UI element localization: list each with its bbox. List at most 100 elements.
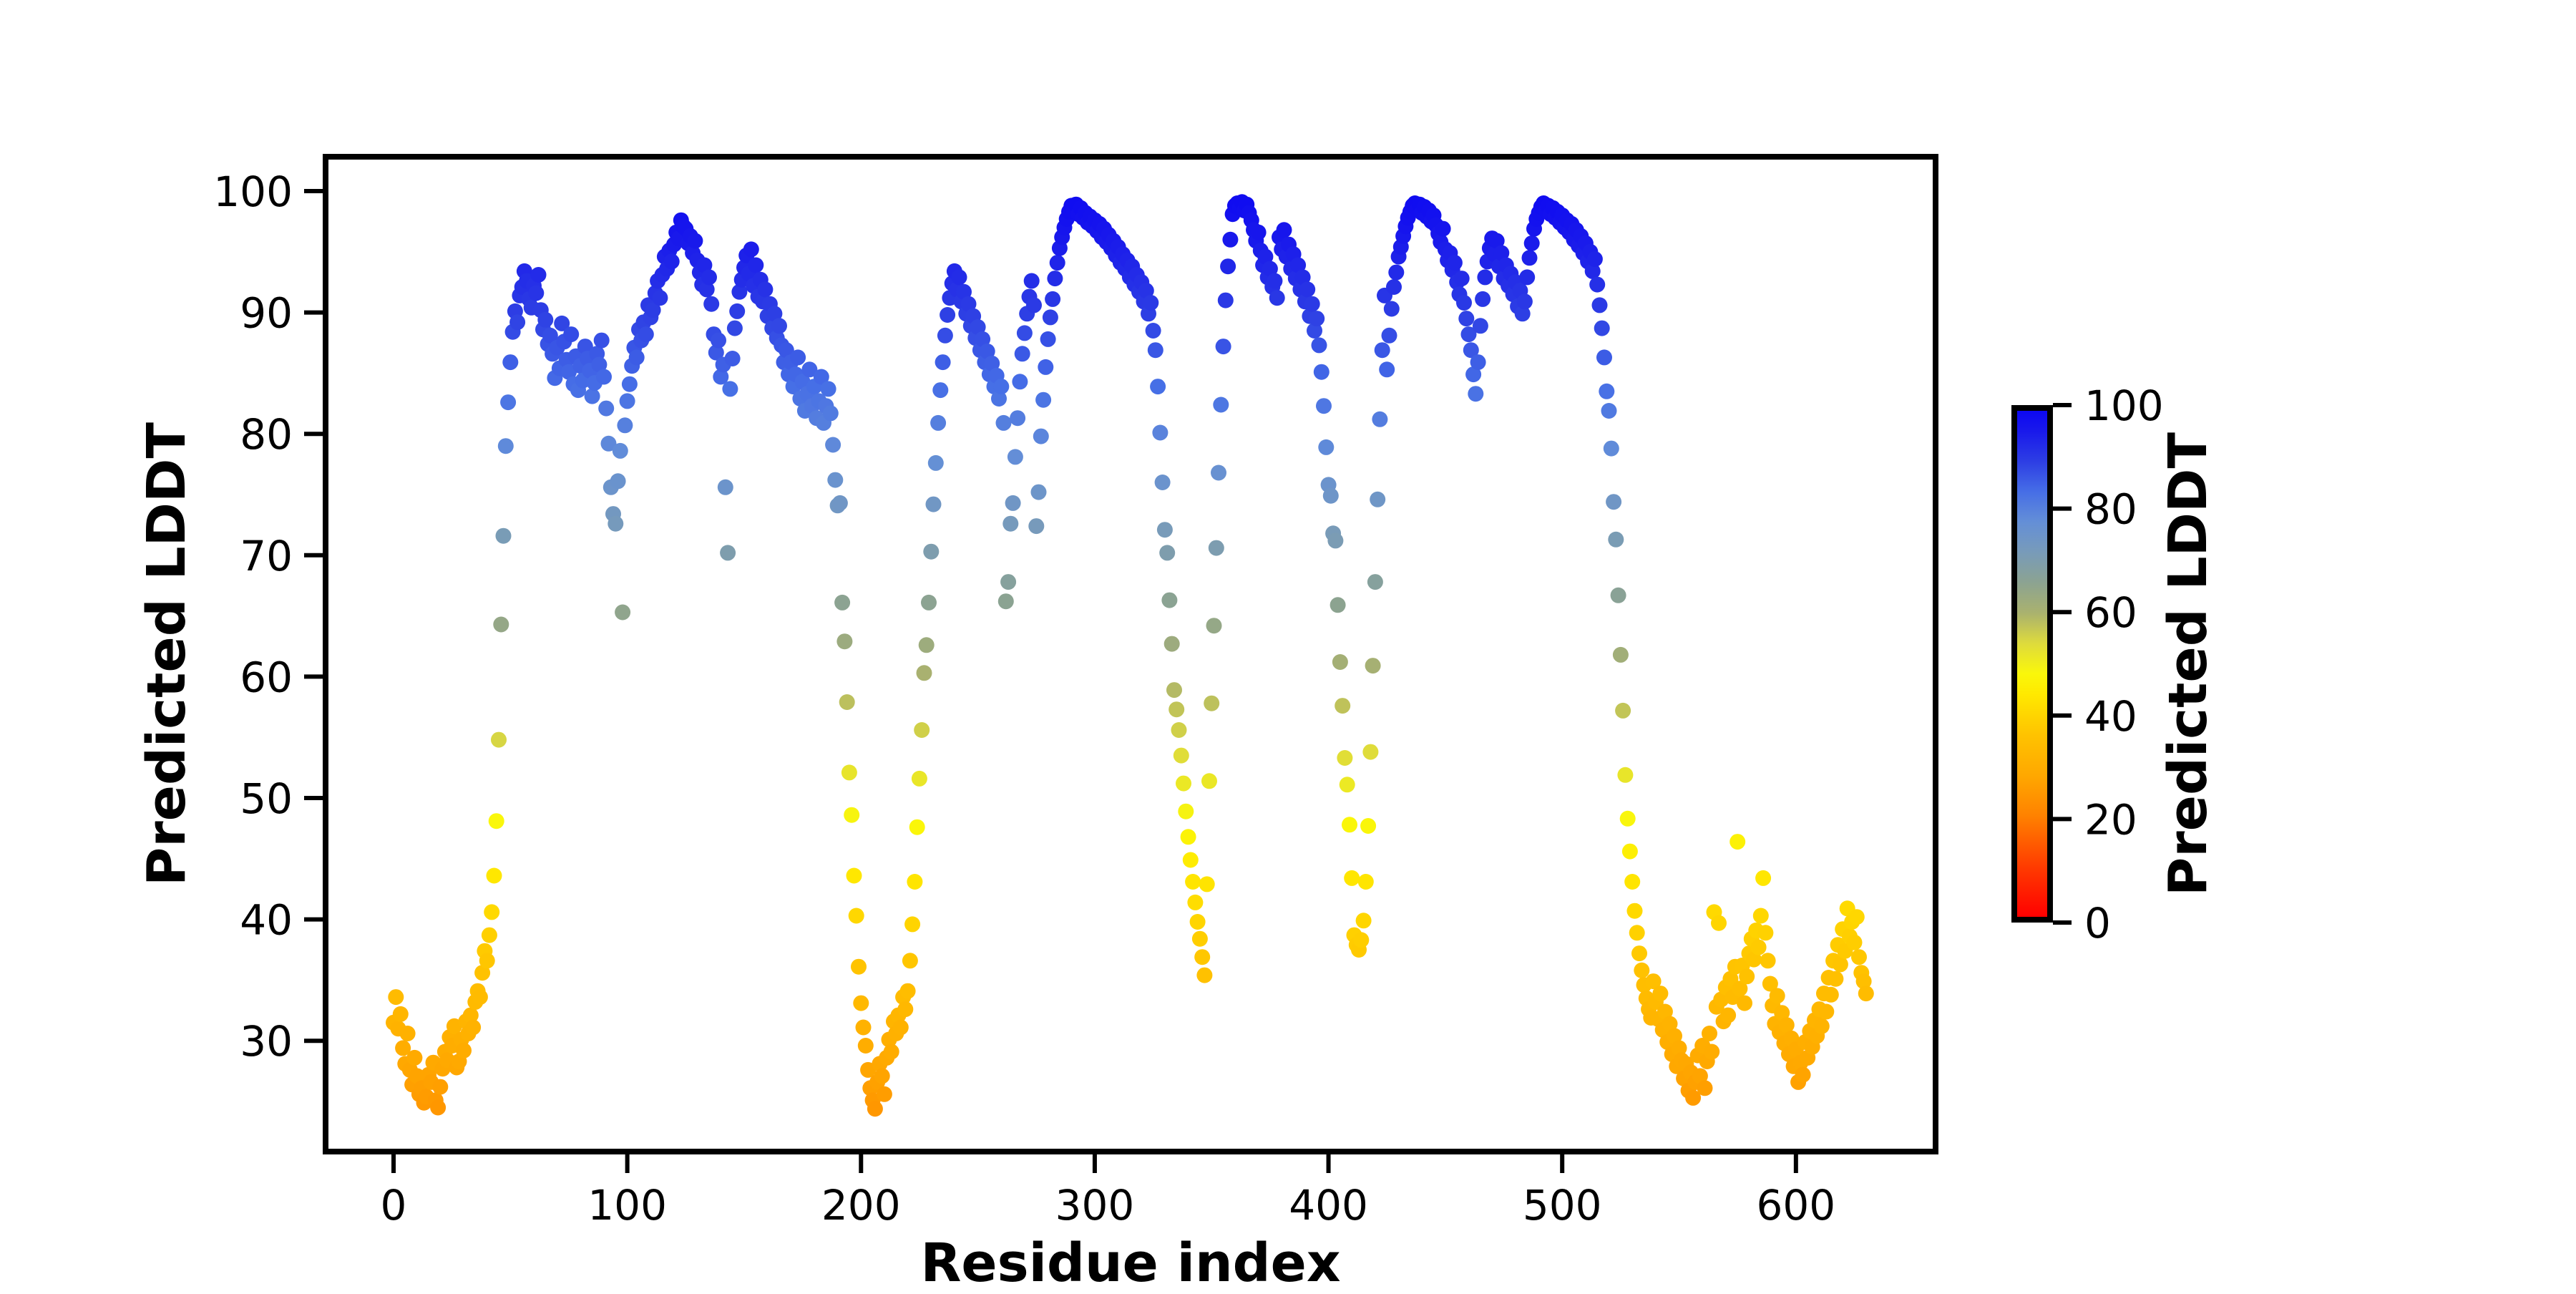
scatter-point xyxy=(902,953,918,969)
scatter-point xyxy=(713,369,729,385)
scatter-point xyxy=(554,315,570,331)
scatter-point xyxy=(1147,342,1163,359)
scatter-point xyxy=(839,694,855,710)
x-tick-label: 600 xyxy=(1756,1181,1835,1230)
scatter-point xyxy=(628,349,645,366)
scatter-point xyxy=(1752,908,1769,924)
scatter-point xyxy=(456,1042,472,1059)
scatter-point xyxy=(1156,522,1173,538)
scatter-point xyxy=(584,388,600,404)
y-tick-label: 60 xyxy=(240,653,293,701)
scatter-point xyxy=(1458,311,1475,327)
scatter-point xyxy=(1463,342,1479,359)
scatter-point xyxy=(1355,913,1372,929)
scatter-point xyxy=(1311,337,1327,354)
scatter-point xyxy=(1732,981,1748,997)
scatter-point xyxy=(1388,264,1405,281)
scatter-point xyxy=(1599,383,1615,399)
scatter-point xyxy=(1005,495,1021,511)
scatter-point xyxy=(1823,986,1839,1003)
scatter-point xyxy=(479,953,495,969)
scatter-point xyxy=(940,307,956,323)
scatter-point xyxy=(1603,440,1619,457)
scatter-point xyxy=(1220,258,1236,275)
scatter-point xyxy=(724,351,741,366)
scatter-point xyxy=(984,355,1000,371)
scatter-point xyxy=(488,813,504,830)
scatter-point xyxy=(1007,449,1023,465)
scatter-point xyxy=(846,867,862,884)
scatter-point xyxy=(1769,988,1785,1004)
scatter-point xyxy=(921,594,937,610)
scatter-point xyxy=(617,417,633,434)
scatter-point xyxy=(638,326,654,343)
scatter-point xyxy=(997,593,1014,610)
scatter-point xyxy=(907,874,923,890)
scatter-point xyxy=(1313,364,1330,380)
scatter-point xyxy=(598,400,615,417)
x-tick-label: 400 xyxy=(1289,1181,1368,1230)
scatter-point xyxy=(432,1079,449,1095)
scatter-point xyxy=(853,995,869,1011)
scatter-point xyxy=(484,904,500,920)
scatter-point xyxy=(652,290,668,306)
scatter-point xyxy=(1191,930,1208,947)
scatter-point xyxy=(726,320,743,336)
scatter-point xyxy=(1187,894,1204,910)
scatter-point xyxy=(892,1019,909,1036)
scatter-point xyxy=(904,916,921,933)
scatter-point xyxy=(1335,698,1351,714)
scatter-point xyxy=(851,958,867,975)
scatter-point xyxy=(1851,949,1867,965)
scatter-point xyxy=(530,267,547,283)
scatter-point xyxy=(1316,398,1332,414)
scatter-point xyxy=(1035,391,1052,408)
scatter-point xyxy=(577,339,593,355)
scatter-point xyxy=(1470,354,1486,371)
scatter-point xyxy=(874,1068,890,1084)
scatter-point xyxy=(1774,1005,1790,1021)
scatter-point xyxy=(1342,817,1357,833)
y-tick-label: 100 xyxy=(213,167,293,216)
scatter-point xyxy=(1294,269,1311,286)
scatter-point xyxy=(1629,925,1645,941)
scatter-point xyxy=(1318,439,1335,455)
scatter-point xyxy=(860,1061,877,1078)
scatter-point xyxy=(1194,949,1211,965)
scatter-point xyxy=(563,326,580,343)
scatter-point xyxy=(462,1007,479,1023)
scatter-point xyxy=(1848,909,1865,925)
scatter-point xyxy=(615,604,631,621)
scatter-point xyxy=(1307,323,1322,339)
scatter-point xyxy=(1762,976,1778,992)
scatter-point xyxy=(1138,283,1154,299)
scatter-point xyxy=(876,1086,892,1102)
scatter-point xyxy=(1702,1026,1717,1041)
scatter-point xyxy=(1460,326,1477,343)
scatter-point xyxy=(1383,301,1400,317)
scatter-point xyxy=(399,1026,416,1041)
scatter-point xyxy=(1446,255,1463,271)
scatter-point xyxy=(645,302,661,318)
scatter-point xyxy=(1374,342,1390,359)
scatter-point xyxy=(937,327,953,344)
scatter-point xyxy=(1704,1044,1720,1060)
scatter-point xyxy=(916,665,932,681)
scatter-point xyxy=(1222,231,1239,248)
scatter-point xyxy=(1624,874,1641,890)
colorbar-label: Predicted LDDT xyxy=(2157,432,2219,896)
scatter-point xyxy=(430,1099,447,1116)
scatter-point xyxy=(1143,295,1159,311)
scatter-point xyxy=(1250,224,1267,240)
scatter-point xyxy=(855,1019,872,1036)
scatter-point xyxy=(801,361,818,378)
scatter-point xyxy=(778,342,794,359)
scatter-point xyxy=(1045,291,1061,307)
scatter-point xyxy=(1276,222,1292,238)
scatter-point xyxy=(472,989,488,1006)
scatter-point xyxy=(1608,531,1624,548)
scatter-point xyxy=(481,927,497,943)
scatter-point xyxy=(1327,532,1344,549)
scatter-point xyxy=(1322,487,1339,504)
scatter-point xyxy=(844,807,860,823)
